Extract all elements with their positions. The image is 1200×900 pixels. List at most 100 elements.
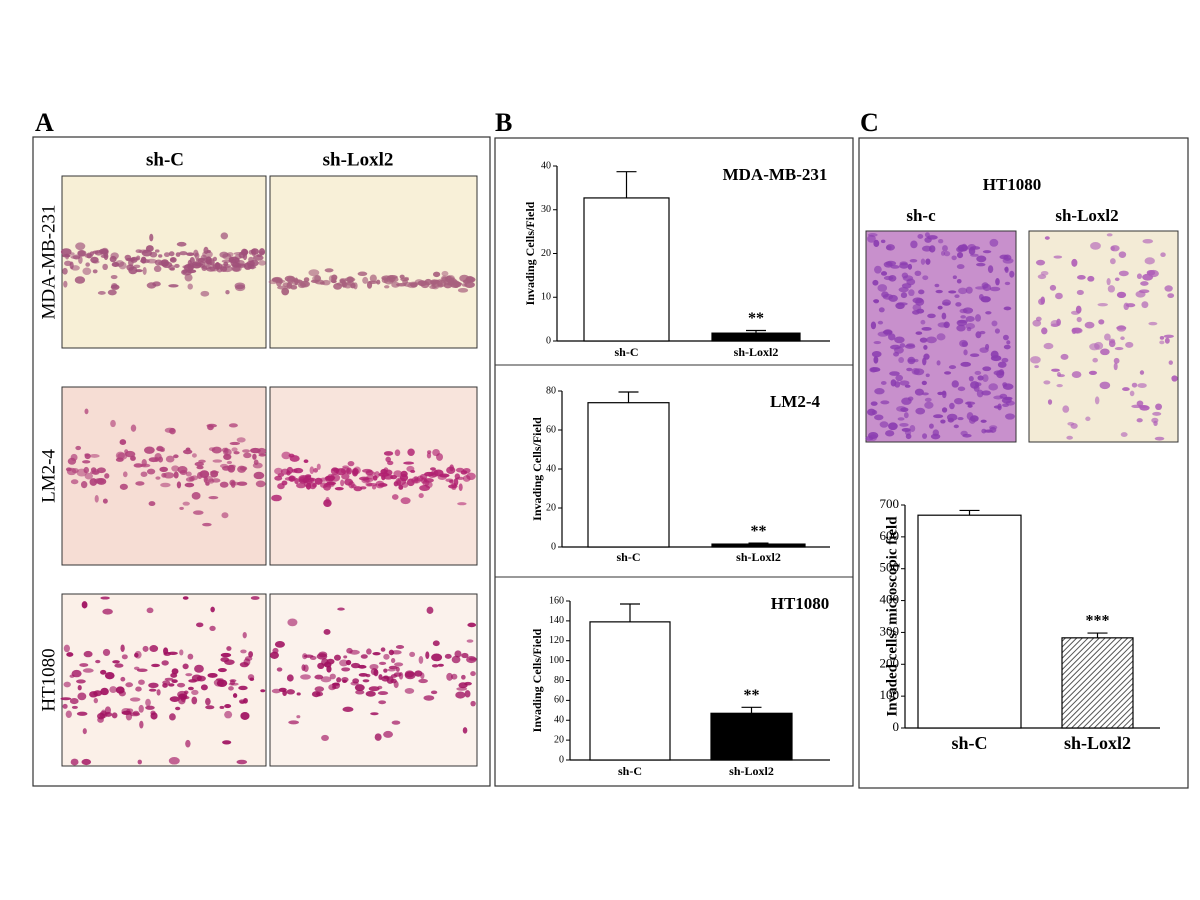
cell <box>1140 281 1149 286</box>
cell <box>403 461 415 465</box>
cell <box>334 486 344 491</box>
cell <box>274 467 283 475</box>
significance: ** <box>744 687 760 704</box>
cell <box>77 250 86 257</box>
cell <box>446 466 456 475</box>
cell <box>248 249 254 255</box>
cell <box>431 664 439 668</box>
cell <box>237 465 247 473</box>
cell <box>89 251 94 256</box>
cell <box>310 279 319 283</box>
cell <box>1009 270 1015 278</box>
cell <box>360 486 367 490</box>
cell <box>1099 381 1111 390</box>
cell <box>901 283 912 289</box>
cell <box>410 469 416 473</box>
cell <box>176 241 187 247</box>
cell <box>1066 435 1073 440</box>
cell <box>115 686 125 694</box>
cell <box>377 691 389 696</box>
cell <box>961 341 969 347</box>
cell <box>942 391 947 399</box>
cell <box>894 346 904 354</box>
cell <box>252 462 263 469</box>
row-label: LM2-4 <box>38 449 59 503</box>
cell <box>316 463 321 470</box>
cell <box>390 674 398 678</box>
cell <box>1047 399 1053 405</box>
cell <box>880 380 887 385</box>
cell <box>904 384 911 388</box>
cell <box>226 460 233 465</box>
cell <box>870 401 878 406</box>
significance: *** <box>1086 613 1110 630</box>
cell <box>1122 387 1130 392</box>
cell <box>943 321 950 329</box>
cell <box>989 425 998 430</box>
cell <box>289 455 300 462</box>
cell <box>895 374 904 382</box>
cell <box>378 472 390 477</box>
cell <box>432 271 441 278</box>
cell <box>118 261 127 270</box>
cell <box>985 311 992 315</box>
cell <box>213 678 224 687</box>
panel-frame <box>494 137 854 787</box>
cell <box>212 256 218 262</box>
y-tick-label: 120 <box>549 635 564 646</box>
cell <box>165 455 175 463</box>
cell <box>957 319 968 324</box>
cell <box>438 473 450 478</box>
cell <box>871 410 878 415</box>
cell <box>413 475 419 482</box>
cell <box>874 265 882 274</box>
cell <box>274 640 285 648</box>
cell <box>358 476 370 481</box>
cell <box>872 279 879 286</box>
cell <box>129 712 141 717</box>
cell <box>957 417 964 421</box>
y-tick-label: 20 <box>554 734 564 745</box>
cell <box>988 383 999 391</box>
cell <box>136 668 148 672</box>
cell <box>371 485 377 490</box>
cell <box>1098 319 1105 325</box>
cell <box>376 279 381 285</box>
cell <box>965 322 976 330</box>
cell <box>299 280 310 288</box>
cell <box>1053 255 1063 259</box>
cell <box>121 707 131 715</box>
y-tick-label: 100 <box>549 655 564 666</box>
cell <box>390 678 397 684</box>
cell <box>276 667 283 672</box>
cell <box>212 459 223 463</box>
cell <box>870 321 877 330</box>
cell <box>957 244 969 252</box>
cell <box>350 662 361 669</box>
cell <box>914 388 924 396</box>
cell <box>990 350 999 359</box>
cell <box>1114 277 1120 282</box>
cell <box>1051 368 1060 372</box>
cell <box>234 257 241 264</box>
cell <box>870 367 881 373</box>
cell <box>182 501 190 506</box>
cell <box>135 481 145 486</box>
cell <box>94 495 99 503</box>
micrograph <box>865 230 1017 443</box>
cell <box>925 373 930 378</box>
cell <box>901 397 912 405</box>
cell <box>205 697 211 706</box>
cell <box>975 314 981 322</box>
cell <box>430 690 438 695</box>
cell <box>100 254 108 258</box>
cell <box>923 345 928 350</box>
cell <box>63 681 71 688</box>
cell <box>309 655 317 661</box>
cell <box>958 287 968 295</box>
cell <box>380 647 386 652</box>
cell <box>441 276 448 282</box>
cell <box>194 461 204 467</box>
cell <box>920 258 926 265</box>
cell <box>296 715 301 719</box>
